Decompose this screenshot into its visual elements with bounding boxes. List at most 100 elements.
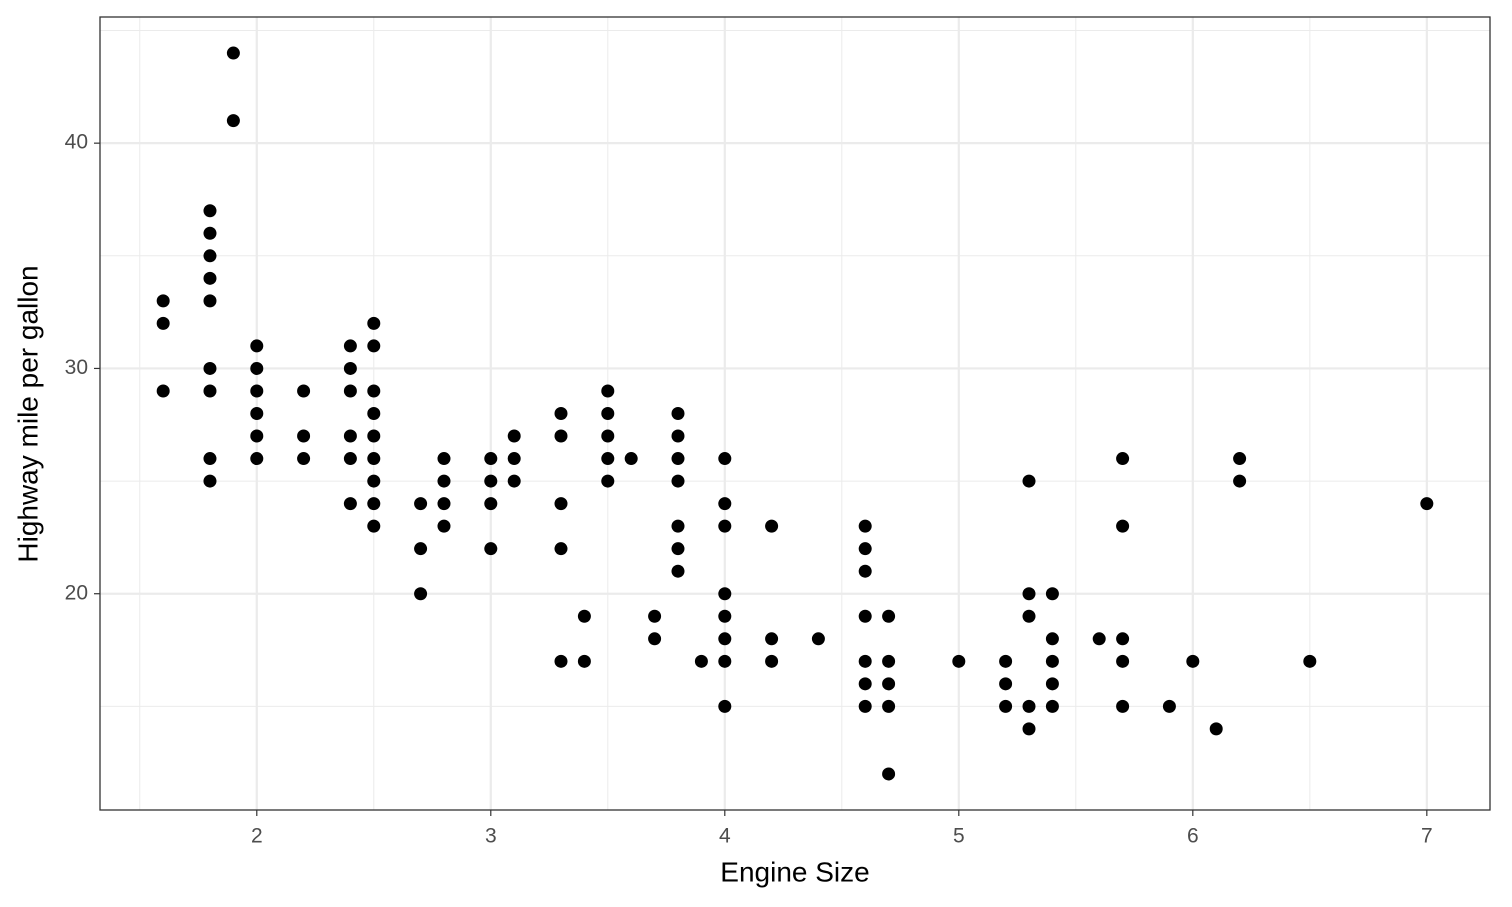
point xyxy=(226,46,240,60)
point xyxy=(203,271,217,285)
point xyxy=(437,519,451,533)
point xyxy=(250,384,264,398)
point xyxy=(858,699,872,713)
point xyxy=(952,654,966,668)
point xyxy=(882,677,896,691)
point xyxy=(343,384,357,398)
point xyxy=(601,429,615,443)
point xyxy=(671,429,685,443)
point xyxy=(226,114,240,128)
point xyxy=(765,654,779,668)
point xyxy=(203,249,217,263)
point xyxy=(1233,474,1247,488)
point xyxy=(694,654,708,668)
point xyxy=(601,452,615,466)
point xyxy=(648,609,662,623)
point xyxy=(601,407,615,420)
point xyxy=(203,361,217,375)
point xyxy=(250,361,264,375)
point xyxy=(554,497,568,511)
point xyxy=(507,474,521,488)
point xyxy=(718,609,732,623)
point xyxy=(1116,632,1130,646)
x-tick-label: 2 xyxy=(251,825,263,848)
point xyxy=(671,542,685,556)
point xyxy=(999,654,1013,668)
point xyxy=(858,677,872,691)
x-tick-label: 3 xyxy=(485,825,497,848)
point xyxy=(1045,654,1059,668)
point xyxy=(250,339,264,353)
point xyxy=(718,632,732,646)
point xyxy=(343,429,357,443)
point xyxy=(1022,587,1036,601)
point xyxy=(343,339,357,353)
point xyxy=(367,429,381,443)
point xyxy=(156,384,170,398)
point xyxy=(1116,519,1130,533)
point xyxy=(1162,699,1176,713)
point xyxy=(484,452,498,466)
point xyxy=(718,699,732,713)
point xyxy=(367,497,381,511)
y-tick-label: 40 xyxy=(65,131,88,154)
y-tick-label: 30 xyxy=(65,356,88,379)
point xyxy=(648,632,662,646)
point xyxy=(671,519,685,533)
point xyxy=(554,654,568,668)
point xyxy=(367,452,381,466)
point xyxy=(367,384,381,398)
point xyxy=(203,384,217,398)
point xyxy=(156,294,170,308)
point xyxy=(484,497,498,511)
point xyxy=(1045,632,1059,646)
point xyxy=(507,429,521,443)
x-tick-label: 6 xyxy=(1187,825,1199,848)
point xyxy=(811,632,825,646)
point xyxy=(156,316,170,330)
point xyxy=(858,654,872,668)
point xyxy=(367,339,381,353)
point xyxy=(203,474,217,488)
point xyxy=(1045,587,1059,601)
point xyxy=(297,452,311,466)
point xyxy=(484,542,498,556)
point xyxy=(367,474,381,488)
point xyxy=(343,452,357,466)
point xyxy=(203,294,217,308)
panel-border xyxy=(99,16,1491,811)
point xyxy=(624,452,638,466)
point xyxy=(577,654,591,668)
point xyxy=(882,654,896,668)
point xyxy=(437,474,451,488)
point xyxy=(718,452,732,466)
point xyxy=(718,497,732,511)
point xyxy=(203,226,217,240)
point xyxy=(367,316,381,330)
point xyxy=(554,542,568,556)
point xyxy=(414,542,428,556)
point xyxy=(671,407,685,420)
point xyxy=(765,519,779,533)
y-axis-label: Highway mile per gallon xyxy=(12,265,43,562)
point xyxy=(437,497,451,511)
point xyxy=(1022,722,1036,736)
point xyxy=(765,632,779,646)
point xyxy=(1420,497,1434,511)
point xyxy=(367,519,381,533)
point xyxy=(858,564,872,578)
point xyxy=(367,407,381,420)
point xyxy=(484,474,498,488)
point xyxy=(1022,474,1036,488)
point xyxy=(671,564,685,578)
y-tick-label: 20 xyxy=(65,581,88,604)
point xyxy=(718,519,732,533)
point xyxy=(250,407,264,420)
point xyxy=(554,407,568,420)
point xyxy=(1233,452,1247,466)
x-tick-label: 4 xyxy=(719,825,731,848)
point xyxy=(1116,654,1130,668)
point xyxy=(858,609,872,623)
point xyxy=(250,452,264,466)
